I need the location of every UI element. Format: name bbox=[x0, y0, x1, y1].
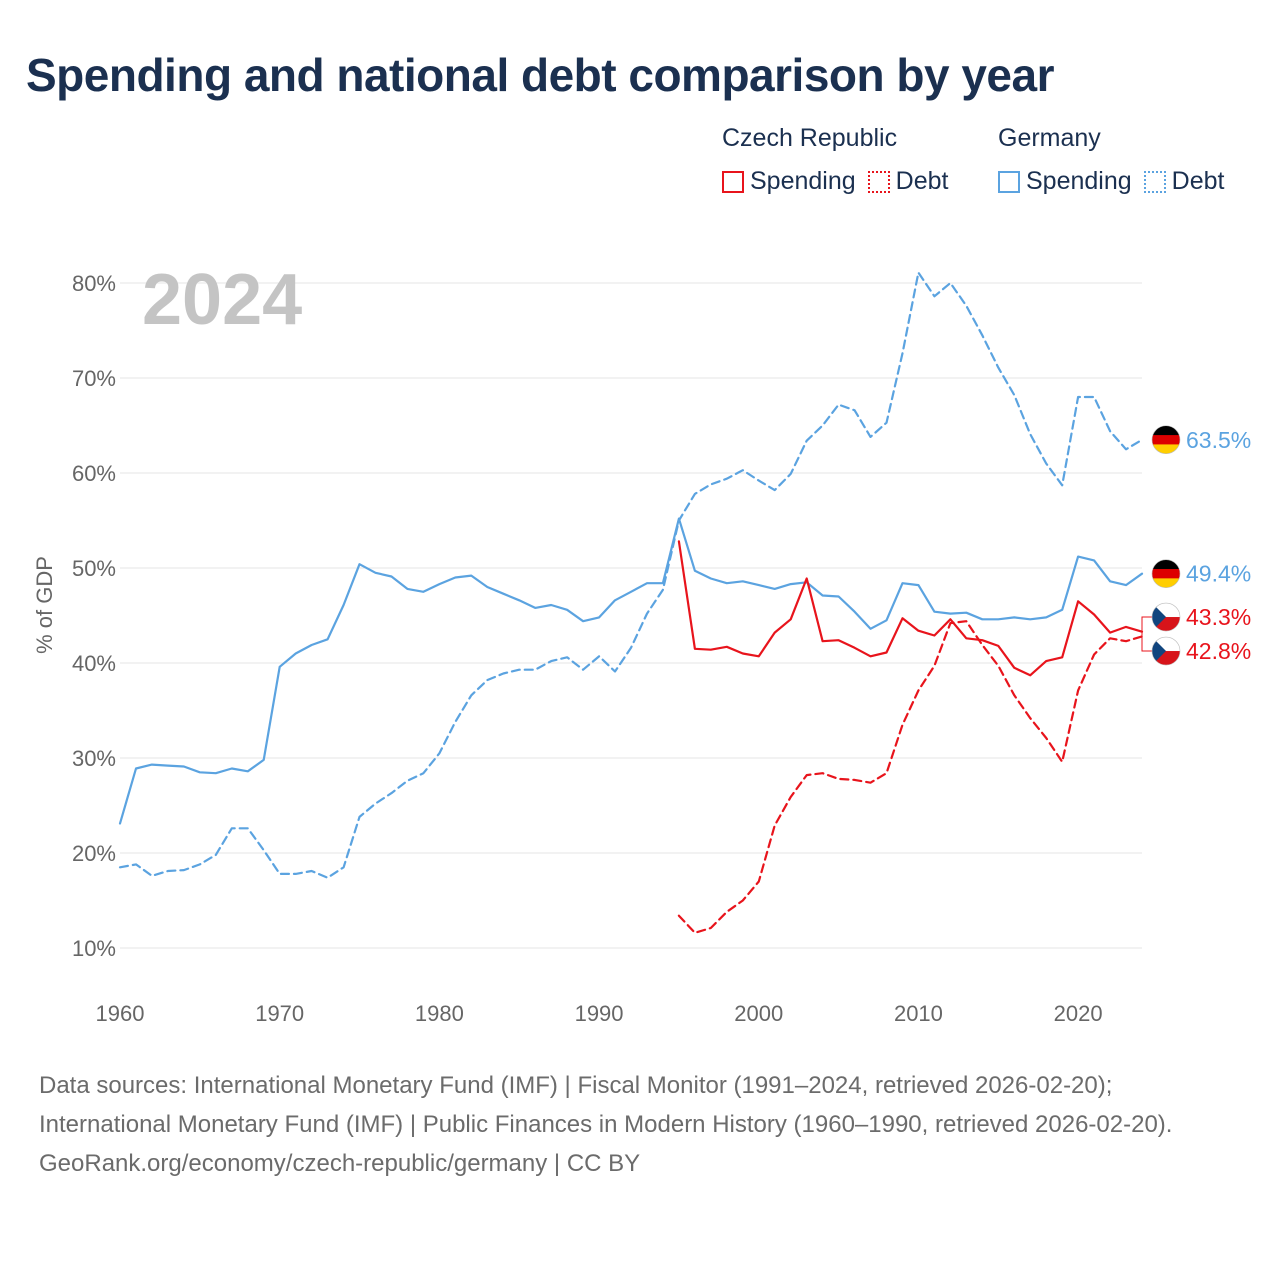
y-tick-label: 70% bbox=[72, 366, 116, 391]
flag-stripe bbox=[1152, 435, 1180, 445]
legend-group-label: Germany bbox=[998, 124, 1101, 152]
flag-stripe bbox=[1152, 444, 1180, 454]
czech-republic-debt-line bbox=[677, 620, 1144, 934]
legend-germany-debt[interactable]: Debt bbox=[1143, 167, 1225, 196]
solid-line-swatch-icon bbox=[998, 170, 1020, 193]
y-tick-label: 20% bbox=[72, 841, 116, 866]
czech-debt-end-label: 42.8% bbox=[1186, 638, 1251, 664]
czech-flag-icon bbox=[1151, 602, 1181, 632]
flag-triangle bbox=[1152, 637, 1166, 666]
germany-flag-icon bbox=[1151, 425, 1181, 455]
flag-border bbox=[1151, 602, 1181, 632]
legend-group-germany: Germany Spending Debt bbox=[998, 124, 1224, 196]
y-tick-label: 30% bbox=[72, 746, 116, 771]
y-tick-label: 80% bbox=[72, 271, 116, 296]
legend-label: Spending bbox=[1026, 167, 1132, 195]
legend-germany-spending[interactable]: Spending bbox=[998, 167, 1132, 196]
flag-border bbox=[1151, 425, 1181, 455]
y-tick-label: 50% bbox=[72, 556, 116, 581]
flag-border bbox=[1151, 559, 1181, 589]
x-tick-label: 1980 bbox=[415, 1001, 464, 1026]
dashed-line-swatch-icon bbox=[867, 170, 890, 193]
czech-republic-spending-line bbox=[677, 540, 1144, 677]
legend-czech-debt[interactable]: Debt bbox=[867, 167, 949, 196]
y-tick-label: 60% bbox=[72, 461, 116, 486]
y-tick-label: 40% bbox=[72, 651, 116, 676]
legend-label: Debt bbox=[895, 167, 949, 195]
dashed-line-swatch-icon bbox=[1143, 170, 1166, 193]
data-sources: Data sources: International Monetary Fun… bbox=[39, 1072, 1173, 1138]
y-axis-label: % of GDP bbox=[32, 556, 57, 654]
line-chart: 2024 10% 20% 30% 40% 50% 60% 70% 80% 1960 1970 19… bbox=[32, 260, 1251, 1026]
y-tick-label: 10% bbox=[72, 936, 116, 961]
legend-label: Debt bbox=[1171, 167, 1225, 195]
legend-group-czech-republic: Czech Republic Spending Debt bbox=[722, 124, 948, 196]
legend-group-label: Czech Republic bbox=[722, 124, 898, 152]
czech-flag-icon bbox=[1151, 636, 1181, 666]
flag-triangle bbox=[1152, 603, 1166, 632]
flag-stripe bbox=[1152, 569, 1180, 579]
year-watermark: 2024 bbox=[142, 260, 302, 340]
legend-czech-spending[interactable]: Spending bbox=[722, 167, 856, 196]
chart-title: Spending and national debt comparison by… bbox=[26, 49, 1055, 101]
germany-spending-line bbox=[118, 517, 1144, 825]
label-connector bbox=[1141, 616, 1152, 652]
germany-flag-icon bbox=[1151, 559, 1181, 589]
czech-spending-end-label: 43.3% bbox=[1186, 604, 1251, 630]
credit-link[interactable]: GeoRank.org/economy/czech-republic/germa… bbox=[39, 1150, 641, 1177]
germany-debt-line bbox=[118, 271, 1144, 879]
footer: Data sources: International Monetary Fun… bbox=[39, 1066, 1239, 1183]
x-tick-label: 1960 bbox=[96, 1001, 145, 1026]
flag-stripe bbox=[1152, 559, 1180, 570]
x-tick-label: 1970 bbox=[255, 1001, 304, 1026]
germany-debt-end-label: 63.5% bbox=[1186, 427, 1251, 453]
x-tick-label: 2000 bbox=[734, 1001, 783, 1026]
solid-line-swatch-icon bbox=[722, 170, 744, 193]
germany-spending-end-label: 49.4% bbox=[1186, 561, 1251, 587]
flag-stripe bbox=[1152, 578, 1180, 588]
x-tick-label: 1990 bbox=[575, 1001, 624, 1026]
flag-stripe bbox=[1152, 425, 1180, 436]
flag-border bbox=[1151, 636, 1181, 666]
legend-label: Spending bbox=[750, 167, 856, 195]
x-tick-label: 2010 bbox=[894, 1001, 943, 1026]
x-tick-label: 2020 bbox=[1054, 1001, 1103, 1026]
